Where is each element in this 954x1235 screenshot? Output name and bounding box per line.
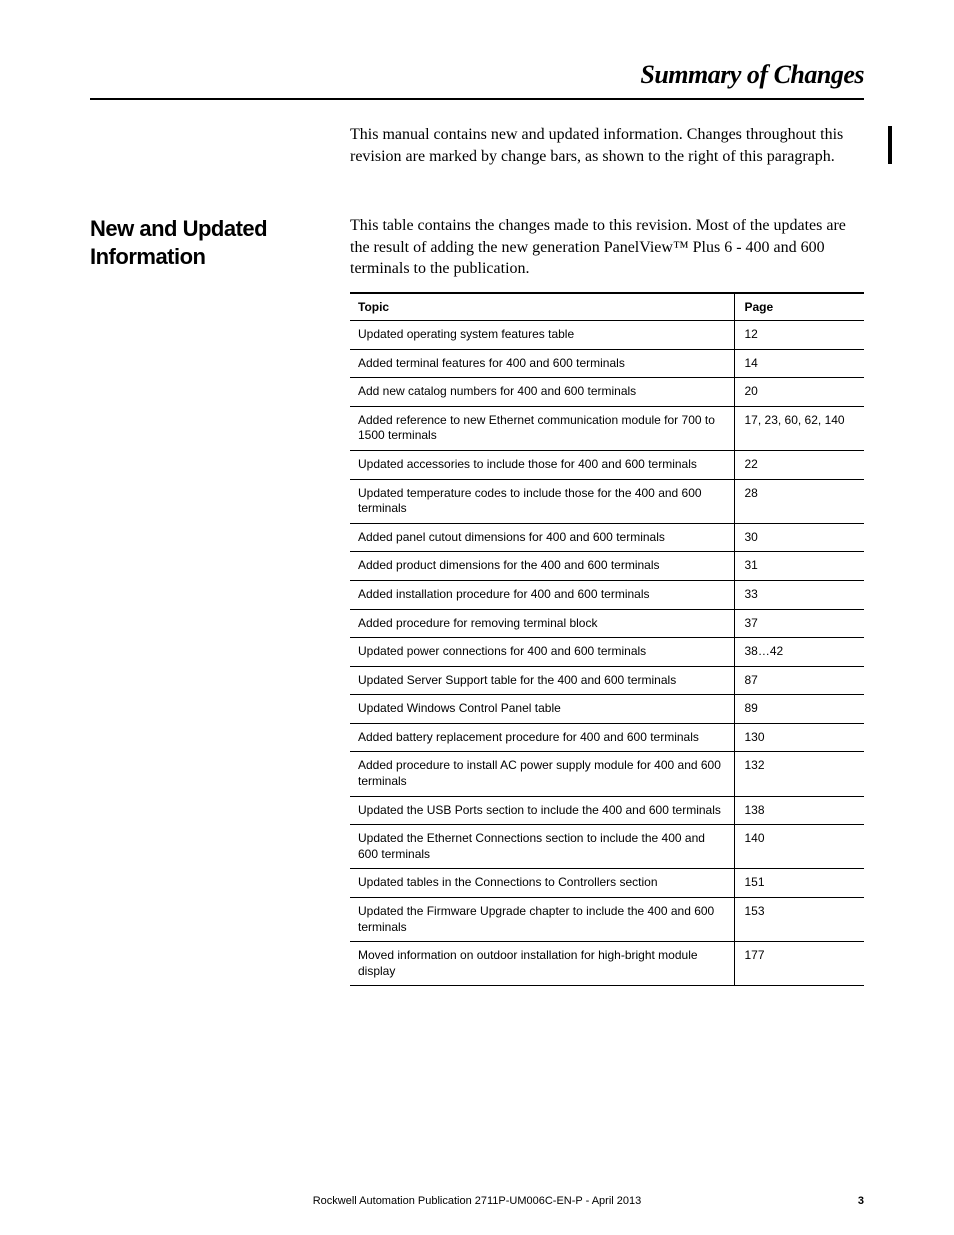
cell-topic: Updated operating system features table	[350, 320, 734, 349]
section-row: New and Updated Information This table c…	[90, 215, 864, 986]
cell-topic: Updated accessories to include those for…	[350, 450, 734, 479]
footer-publication: Rockwell Automation Publication 2711P-UM…	[120, 1195, 834, 1207]
cell-page: 89	[734, 695, 864, 724]
cell-topic: Add new catalog numbers for 400 and 600 …	[350, 378, 734, 407]
intro-column: This manual contains new and updated inf…	[350, 124, 864, 167]
cell-page: 177	[734, 942, 864, 986]
cell-page: 153	[734, 898, 864, 942]
cell-page: 130	[734, 723, 864, 752]
cell-page: 33	[734, 580, 864, 609]
header-rule	[90, 98, 864, 100]
cell-page: 20	[734, 378, 864, 407]
cell-page: 30	[734, 523, 864, 552]
cell-topic: Updated the Ethernet Connections section…	[350, 825, 734, 869]
cell-page: 12	[734, 320, 864, 349]
table-row: Updated Windows Control Panel table89	[350, 695, 864, 724]
table-row: Updated power connections for 400 and 60…	[350, 638, 864, 667]
cell-page: 138	[734, 796, 864, 825]
intro-text: This manual contains new and updated inf…	[350, 124, 864, 167]
cell-topic: Updated the USB Ports section to include…	[350, 796, 734, 825]
cell-page: 28	[734, 479, 864, 523]
table-row: Added reference to new Ethernet communic…	[350, 406, 864, 450]
table-row: Updated the USB Ports section to include…	[350, 796, 864, 825]
cell-page: 31	[734, 552, 864, 581]
cell-page: 38…42	[734, 638, 864, 667]
cell-page: 87	[734, 666, 864, 695]
table-row: Updated operating system features table1…	[350, 320, 864, 349]
table-row: Updated Server Support table for the 400…	[350, 666, 864, 695]
cell-topic: Added terminal features for 400 and 600 …	[350, 349, 734, 378]
section-heading: New and Updated Information	[90, 215, 350, 986]
footer: Rockwell Automation Publication 2711P-UM…	[90, 1195, 864, 1207]
page: Summary of Changes This manual contains …	[0, 0, 954, 1235]
table-row: Add new catalog numbers for 400 and 600 …	[350, 378, 864, 407]
changes-table: Topic Page Updated operating system feat…	[350, 292, 864, 986]
table-row: Added terminal features for 400 and 600 …	[350, 349, 864, 378]
section-body: This table contains the changes made to …	[350, 215, 864, 986]
table-row: Added installation procedure for 400 and…	[350, 580, 864, 609]
cell-topic: Updated tables in the Connections to Con…	[350, 869, 734, 898]
table-row: Moved information on outdoor installatio…	[350, 942, 864, 986]
table-row: Updated tables in the Connections to Con…	[350, 869, 864, 898]
left-spacer	[90, 124, 350, 167]
cell-page: 17, 23, 60, 62, 140	[734, 406, 864, 450]
cell-page: 132	[734, 752, 864, 796]
table-row: Updated accessories to include those for…	[350, 450, 864, 479]
cell-topic: Added product dimensions for the 400 and…	[350, 552, 734, 581]
cell-topic: Added procedure for removing terminal bl…	[350, 609, 734, 638]
cell-topic: Updated Server Support table for the 400…	[350, 666, 734, 695]
table-row: Added procedure to install AC power supp…	[350, 752, 864, 796]
cell-topic: Added reference to new Ethernet communic…	[350, 406, 734, 450]
intro-row: This manual contains new and updated inf…	[90, 124, 864, 167]
page-title: Summary of Changes	[90, 60, 864, 90]
cell-topic: Updated temperature codes to include tho…	[350, 479, 734, 523]
table-row: Added procedure for removing terminal bl…	[350, 609, 864, 638]
section-intro: This table contains the changes made to …	[350, 215, 864, 280]
cell-topic: Added panel cutout dimensions for 400 an…	[350, 523, 734, 552]
cell-topic: Updated Windows Control Panel table	[350, 695, 734, 724]
cell-topic: Moved information on outdoor installatio…	[350, 942, 734, 986]
table-row: Added battery replacement procedure for …	[350, 723, 864, 752]
cell-topic: Updated power connections for 400 and 60…	[350, 638, 734, 667]
change-bar	[888, 126, 892, 164]
cell-page: 14	[734, 349, 864, 378]
table-header-row: Topic Page	[350, 293, 864, 321]
table-row: Updated temperature codes to include tho…	[350, 479, 864, 523]
cell-page: 151	[734, 869, 864, 898]
cell-topic: Added battery replacement procedure for …	[350, 723, 734, 752]
cell-page: 37	[734, 609, 864, 638]
table-row: Added panel cutout dimensions for 400 an…	[350, 523, 864, 552]
footer-page-number: 3	[834, 1195, 864, 1207]
cell-page: 22	[734, 450, 864, 479]
cell-page: 140	[734, 825, 864, 869]
col-header-page: Page	[734, 293, 864, 321]
table-row: Updated the Ethernet Connections section…	[350, 825, 864, 869]
table-row: Added product dimensions for the 400 and…	[350, 552, 864, 581]
cell-topic: Added procedure to install AC power supp…	[350, 752, 734, 796]
cell-topic: Updated the Firmware Upgrade chapter to …	[350, 898, 734, 942]
cell-topic: Added installation procedure for 400 and…	[350, 580, 734, 609]
col-header-topic: Topic	[350, 293, 734, 321]
table-row: Updated the Firmware Upgrade chapter to …	[350, 898, 864, 942]
